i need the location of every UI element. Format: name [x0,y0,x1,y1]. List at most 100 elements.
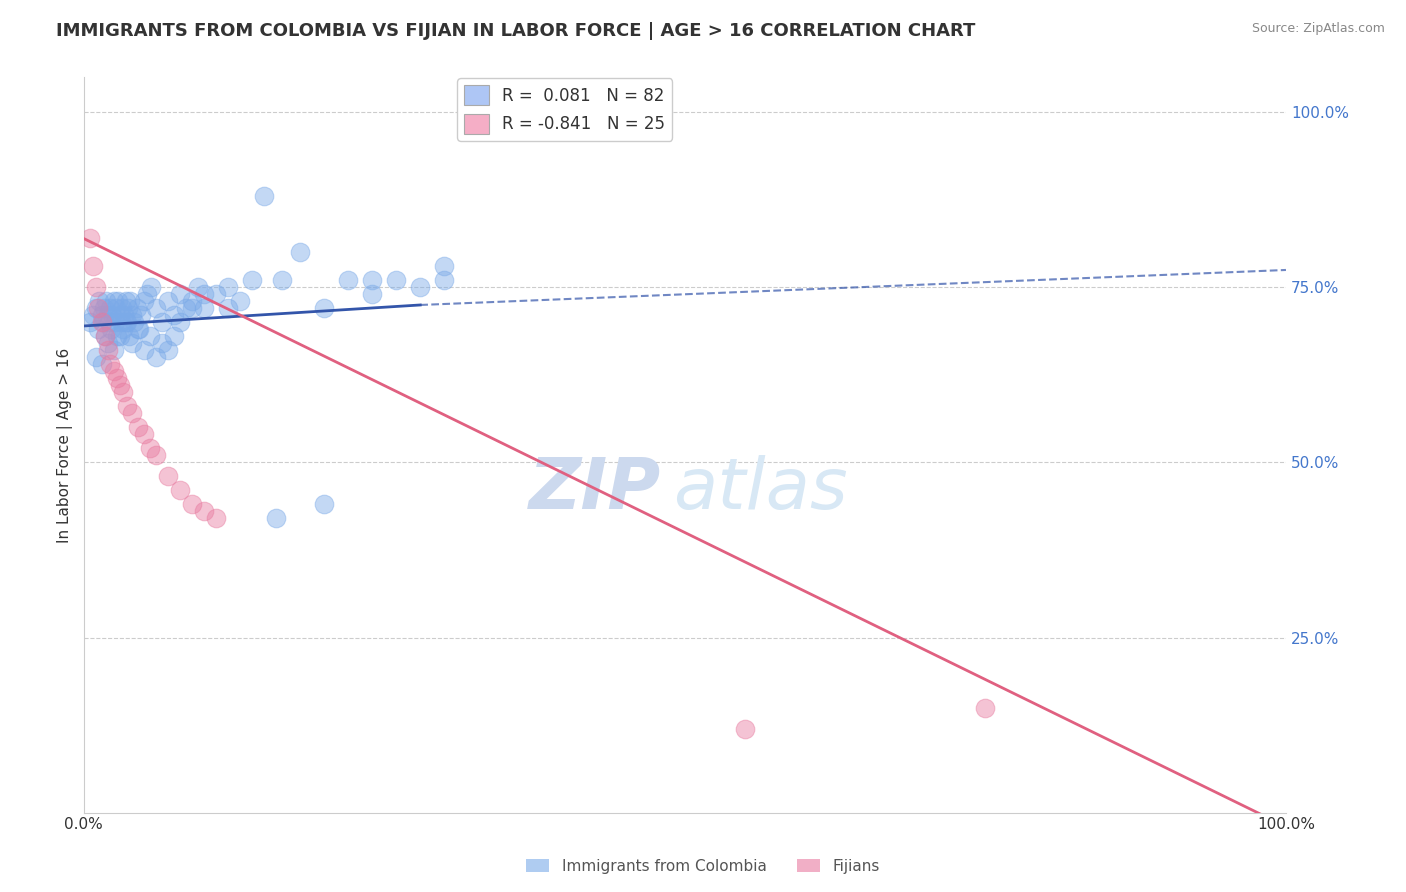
Point [229,294,252,309]
Point [84,280,107,294]
Point [108,329,131,343]
Legend: Immigrants from Colombia, Fijians: Immigrants from Colombia, Fijians [520,853,886,880]
Point [312,301,335,316]
Point [111,301,134,316]
Point [114,294,136,309]
Point [132,343,155,358]
Point [132,294,155,309]
Point [112,322,135,336]
Point [150,336,173,351]
Point [90,309,112,323]
Point [193,301,215,316]
Point [100,322,122,336]
Point [97,309,120,323]
Point [79,231,101,245]
Point [156,294,179,309]
Point [79,316,101,330]
Point [108,309,131,323]
Point [121,309,143,323]
Point [98,301,121,316]
Point [87,301,110,316]
Point [288,245,311,260]
Point [114,316,136,330]
Point [217,280,239,294]
Point [105,329,128,343]
Point [180,301,202,316]
Point [105,301,128,316]
Point [97,316,120,330]
Point [94,329,117,343]
Point [180,498,202,512]
Point [734,722,756,736]
Point [103,364,125,378]
Point [84,351,107,365]
Point [115,316,138,330]
Point [121,407,143,421]
Point [132,427,155,442]
Point [118,329,141,343]
Point [337,273,360,287]
Point [187,280,209,294]
Point [409,280,432,294]
Point [193,504,215,518]
Point [121,336,143,351]
Point [253,189,276,203]
Point [145,301,167,316]
Point [82,260,104,274]
Text: ZIP: ZIP [529,455,661,524]
Point [138,329,160,343]
Point [117,301,139,316]
Point [163,329,186,343]
Point [114,309,136,323]
Point [136,287,159,301]
Text: atlas: atlas [672,455,848,524]
Point [205,511,228,525]
Point [115,400,138,414]
Text: Source: ZipAtlas.com: Source: ZipAtlas.com [1251,22,1385,36]
Point [217,301,239,316]
Point [169,316,191,330]
Point [156,343,179,358]
Point [96,294,118,309]
Point [271,273,294,287]
Point [138,442,160,456]
Point [108,378,131,392]
Point [433,260,456,274]
Point [139,280,162,294]
Point [94,329,117,343]
Point [174,301,197,316]
Point [84,301,107,316]
Legend: R =  0.081   N = 82, R = -0.841   N = 25: R = 0.081 N = 82, R = -0.841 N = 25 [457,78,672,141]
Point [131,309,153,323]
Y-axis label: In Labor Force | Age > 16: In Labor Force | Age > 16 [58,347,73,542]
Point [103,294,125,309]
Point [125,301,148,316]
Point [89,294,111,309]
Point [91,316,114,330]
Point [97,336,120,351]
Point [240,273,263,287]
Point [82,309,104,323]
Point [97,343,120,358]
Point [90,316,112,330]
Point [87,322,110,336]
Point [433,273,456,287]
Point [110,316,132,330]
Point [169,483,191,498]
Point [112,385,135,400]
Point [98,358,121,372]
Point [264,511,287,525]
Point [974,700,997,714]
Point [90,358,112,372]
Point [101,309,124,323]
Point [361,273,384,287]
Point [156,469,179,483]
Point [103,343,125,358]
Point [150,316,173,330]
Point [169,287,191,301]
Point [145,351,167,365]
Point [193,287,215,301]
Point [163,309,186,323]
Point [107,294,129,309]
Point [127,420,149,434]
